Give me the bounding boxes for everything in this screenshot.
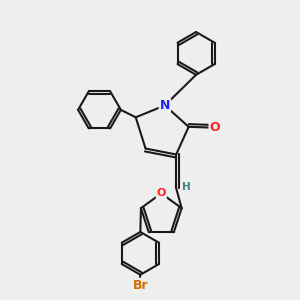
Text: O: O <box>157 188 166 198</box>
Text: H: H <box>182 182 190 192</box>
Text: Br: Br <box>133 279 148 292</box>
Text: O: O <box>209 121 220 134</box>
Text: N: N <box>160 99 170 112</box>
